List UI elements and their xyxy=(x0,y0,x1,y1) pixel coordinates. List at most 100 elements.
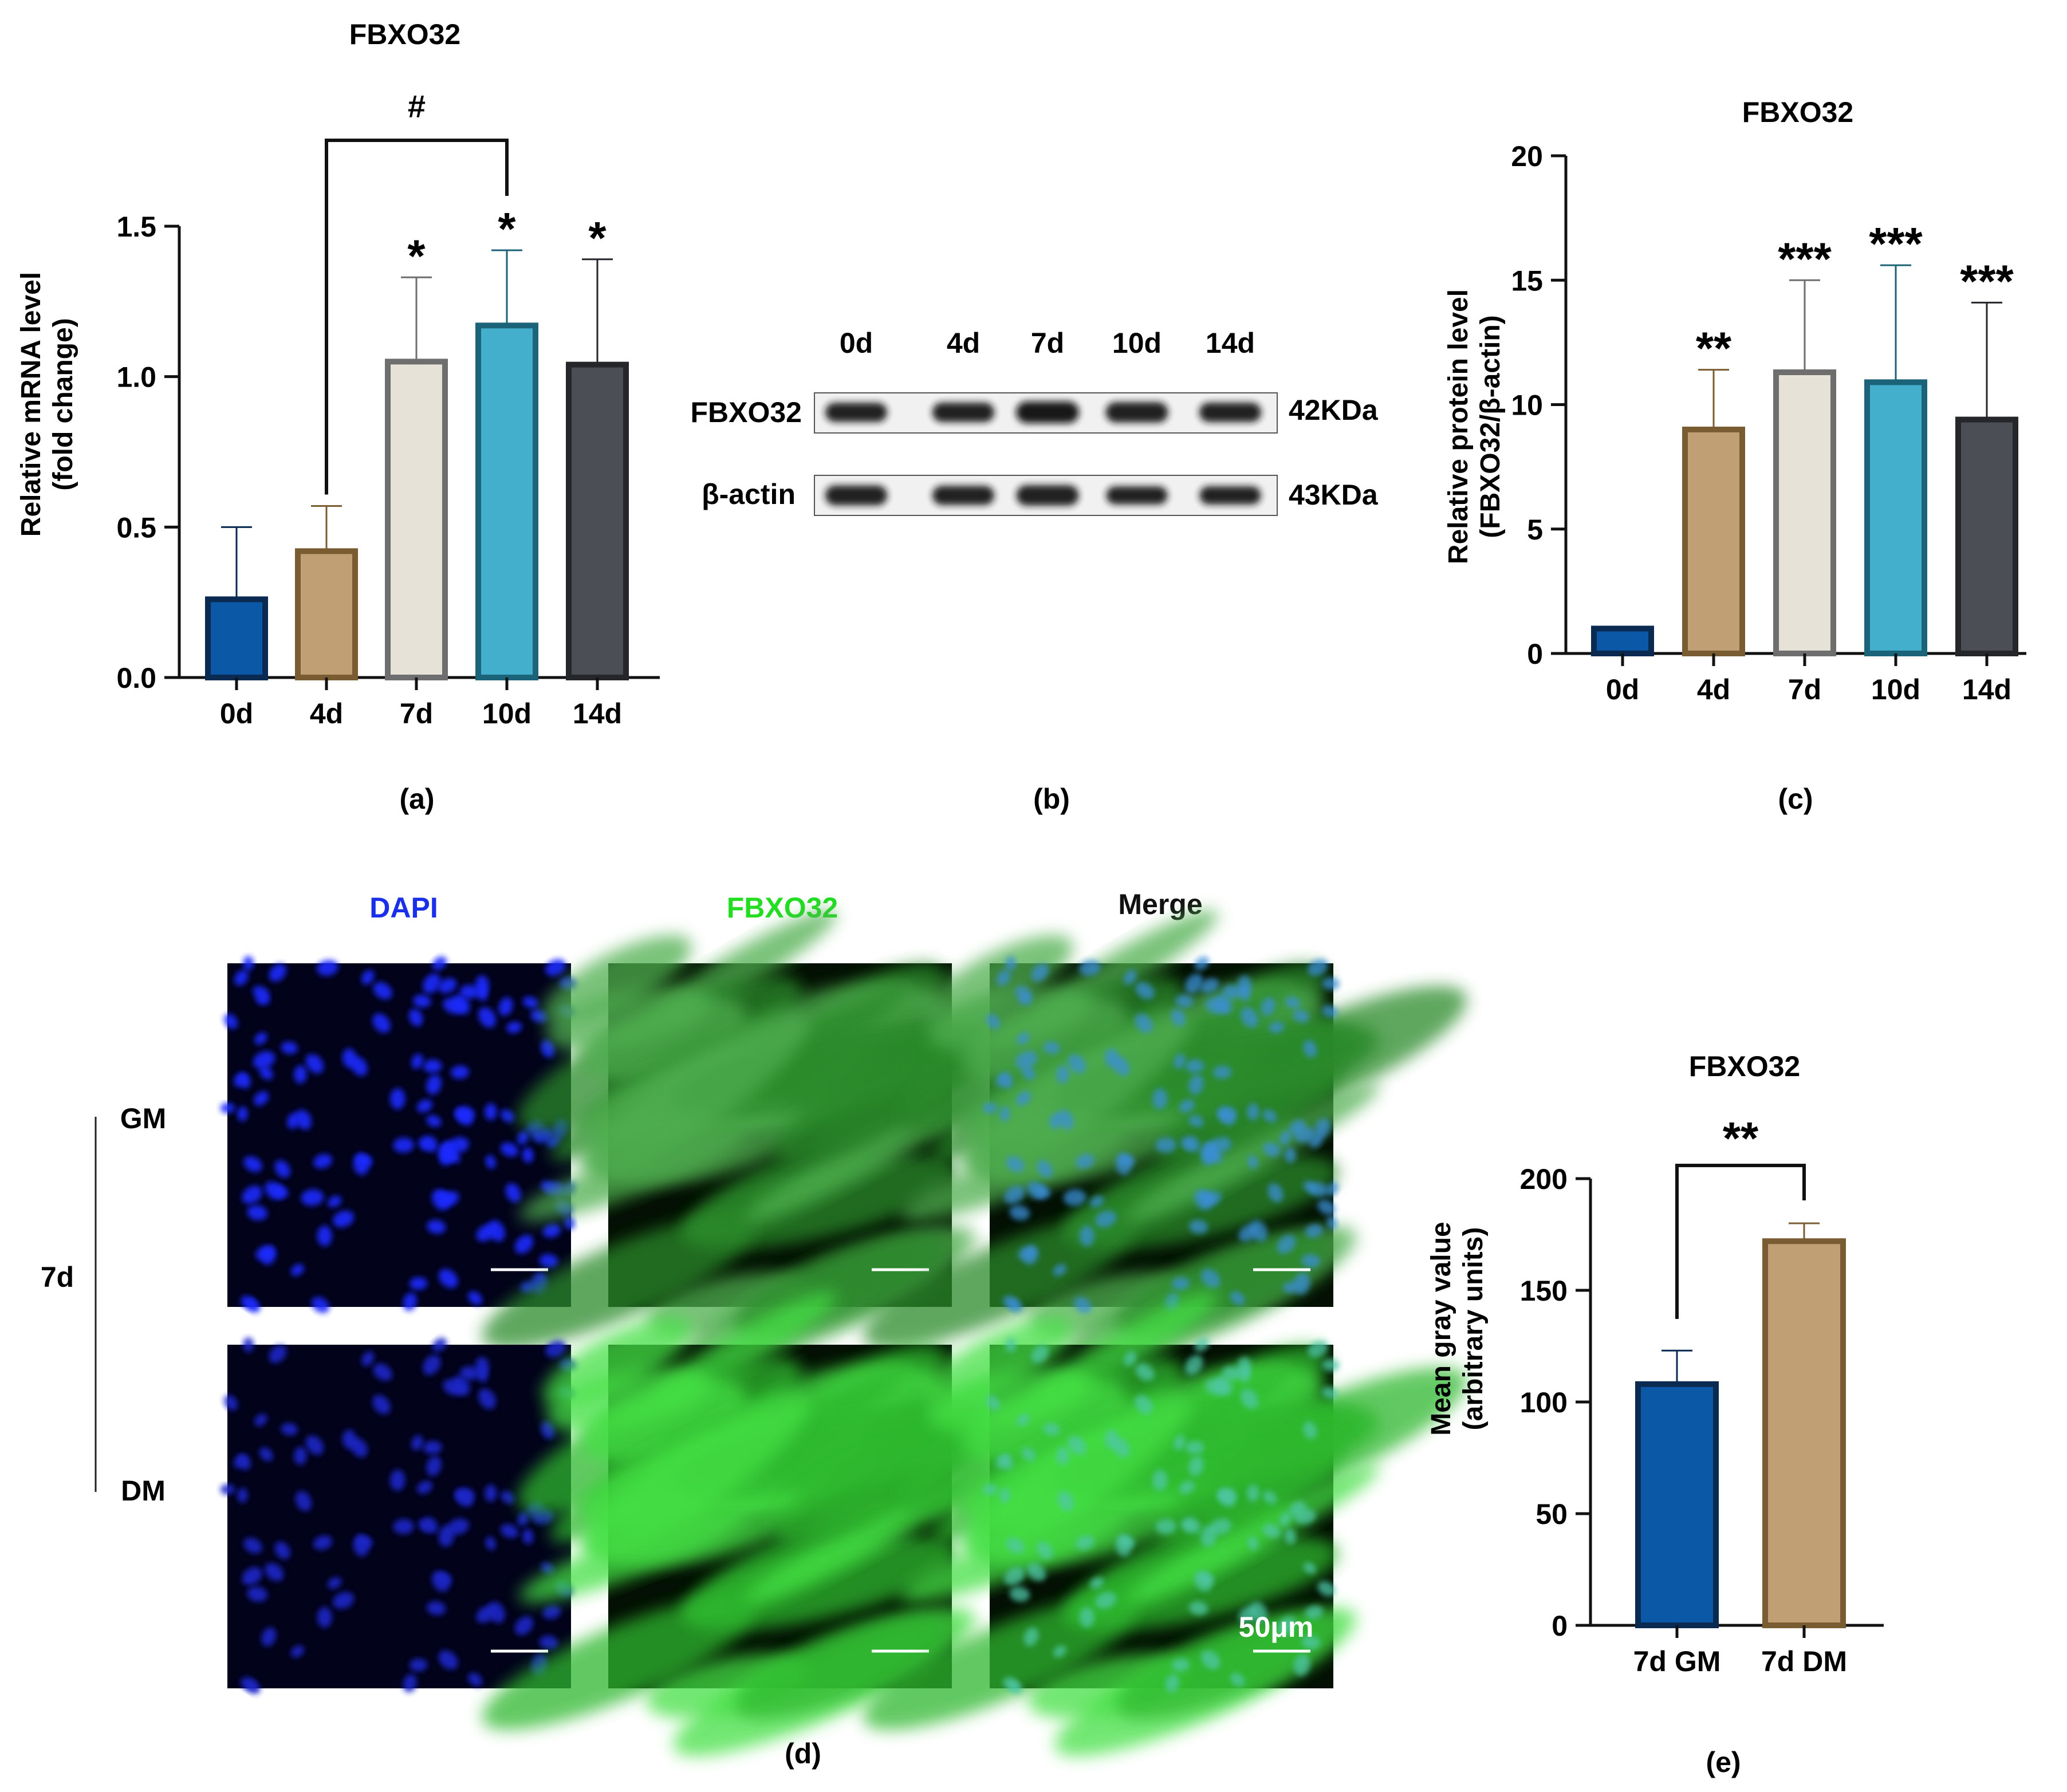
if-nucleus xyxy=(272,1185,289,1198)
panel-c-title: FBXO32 xyxy=(1742,96,1854,128)
blot-band--actin-14d xyxy=(1199,486,1261,505)
if-nucleus xyxy=(1104,1429,1119,1450)
if-nucleus xyxy=(243,1337,254,1353)
blot-size-fbxo32: 42KDa xyxy=(1289,394,1379,426)
if-nucleus xyxy=(1079,1226,1094,1247)
if-nucleus xyxy=(986,1014,1000,1029)
if-fiber xyxy=(927,986,1091,1051)
significance-7d: *** xyxy=(1778,233,1832,284)
if-nucleus xyxy=(1293,1009,1309,1023)
if-nucleus xyxy=(243,1156,262,1172)
if-nucleus xyxy=(1218,1108,1235,1125)
if-nucleus xyxy=(982,1484,998,1495)
significance-bracket-label: # xyxy=(408,88,426,124)
if-nucleus xyxy=(1279,1512,1292,1526)
if-nucleus xyxy=(1185,973,1203,994)
if-nucleus xyxy=(295,1109,312,1130)
if-nucleus xyxy=(327,1195,342,1208)
if-nucleus xyxy=(237,1106,248,1121)
panel-c-marks: 0 5 10 15 20 0d 4d ** 7d *** 10d *** 14d *** xyxy=(1511,140,2026,706)
if-nucleus xyxy=(514,1235,534,1254)
if-nucleus xyxy=(265,1563,284,1581)
if-fiber xyxy=(482,1597,755,1730)
if-nucleus xyxy=(416,1480,432,1494)
if-nucleus xyxy=(1155,1519,1176,1534)
if-nucleus xyxy=(1205,997,1227,1014)
if-nucleus xyxy=(224,1014,238,1029)
if-nucleus xyxy=(476,1224,495,1242)
if-nucleus xyxy=(1322,977,1340,990)
if-nucleus xyxy=(1068,1435,1086,1455)
if-nucleus xyxy=(403,1293,417,1311)
if-nucleus xyxy=(1037,1541,1053,1559)
if-nucleus xyxy=(477,986,488,1001)
if-nucleus xyxy=(1230,1672,1245,1687)
if-nucleus xyxy=(1171,1277,1190,1290)
bar-10d xyxy=(475,322,538,680)
if-image-dapi-dm xyxy=(220,1337,577,1694)
if-nucleus xyxy=(1239,986,1250,1001)
if-nucleus xyxy=(247,1205,268,1220)
panel-e-ylabel-line1: Mean gray value xyxy=(1426,1222,1456,1436)
panel-c-label: (c) xyxy=(1778,783,1813,815)
if-nucleus xyxy=(1005,956,1017,971)
if-nucleus xyxy=(455,1490,473,1507)
if-fiber xyxy=(584,1393,809,1558)
if-nucleus xyxy=(313,1535,332,1550)
blot-band--actin-7d xyxy=(1016,485,1079,506)
if-nucleus xyxy=(427,1601,446,1616)
if-nucleus xyxy=(305,1054,324,1074)
if-fiber xyxy=(546,986,710,1051)
if-nucleus xyxy=(390,1088,405,1109)
if-nucleus xyxy=(242,1186,263,1204)
if-nucleus xyxy=(438,1525,455,1547)
if-nucleus xyxy=(1203,1191,1222,1207)
if-nucleus xyxy=(1322,1005,1338,1018)
if-nucleus xyxy=(1015,1051,1038,1069)
if-nucleus xyxy=(997,970,1011,986)
if-nucleus xyxy=(1179,1480,1195,1494)
if-nucleus xyxy=(1326,1216,1337,1230)
if-nucleus xyxy=(498,997,513,1016)
panel-e-ylabel: Mean gray value (arbitrary units) xyxy=(1426,1222,1489,1436)
if-nucleus xyxy=(485,1484,497,1502)
if-nucleus xyxy=(1115,1153,1132,1175)
x-tick-label-7d: 7d xyxy=(1788,674,1821,706)
y-tick-label: 200 xyxy=(1520,1163,1568,1195)
if-nucleus xyxy=(1241,1007,1258,1028)
if-nucleus xyxy=(485,1103,497,1121)
significance-7d: * xyxy=(407,230,426,281)
if-nucleus xyxy=(1001,1073,1013,1089)
significance-bracket xyxy=(1675,1164,1806,1319)
if-nucleus xyxy=(1284,1529,1296,1545)
if-group-label: 7d xyxy=(41,1261,74,1293)
if-nucleus xyxy=(1222,984,1242,999)
bar-4d xyxy=(1682,426,1745,656)
if-nucleus xyxy=(294,1065,307,1084)
if-nucleus xyxy=(317,1226,332,1247)
if-nucleus xyxy=(1175,994,1194,1008)
if-nucleus xyxy=(541,1039,555,1058)
if-nucleus xyxy=(1043,1423,1060,1436)
if-fiber xyxy=(1054,1403,1380,1499)
if-nucleus xyxy=(1185,1354,1203,1375)
blot-band--actin-4d xyxy=(932,486,994,505)
if-nucleus xyxy=(256,995,270,1005)
if-nucleus xyxy=(1262,1523,1281,1538)
if-nucleus xyxy=(1027,1563,1046,1581)
y-tick-label: 0 xyxy=(1552,1610,1568,1642)
if-nucleus xyxy=(517,1131,529,1145)
if-nucleus xyxy=(1238,1224,1257,1242)
if-nucleus xyxy=(1095,1592,1117,1609)
blot-size-beta-actin: 43KDa xyxy=(1289,479,1379,511)
panel-e-label: (e) xyxy=(1706,1746,1741,1778)
significance-bracket-label: ** xyxy=(1723,1113,1759,1164)
if-nucleus xyxy=(1034,1185,1051,1198)
if-nucleus xyxy=(287,1112,300,1129)
if-nucleus xyxy=(1004,1567,1025,1586)
if-fiber xyxy=(584,1012,809,1177)
x-tick-label-14d: 14d xyxy=(1962,674,2011,706)
if-nucleus xyxy=(241,1677,257,1691)
panel-a-ylabel: Relative mRNA level (fold change) xyxy=(16,272,78,537)
if-nucleus xyxy=(373,982,392,999)
